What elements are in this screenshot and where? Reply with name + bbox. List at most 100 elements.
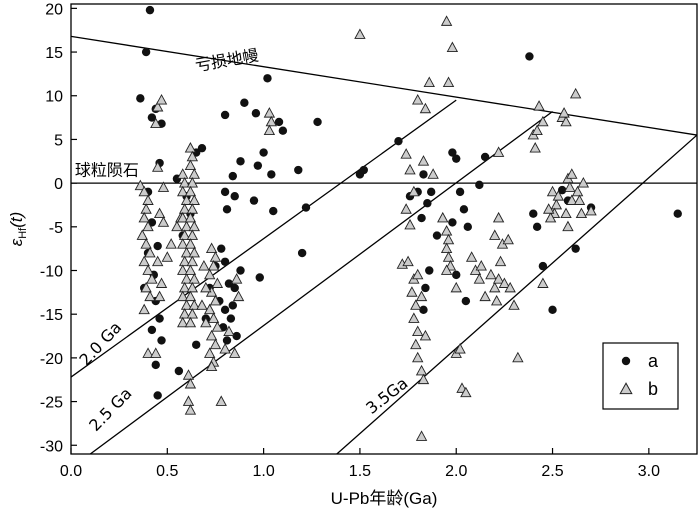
- series-a-point: [475, 180, 484, 190]
- series-b-point: [577, 176, 590, 188]
- series-b-point: [402, 255, 414, 267]
- series-b-point: [184, 211, 197, 223]
- series-a-point: [423, 199, 432, 208]
- series-b-point: [232, 290, 245, 302]
- series-a-point: [548, 305, 557, 315]
- series-b-point: [140, 281, 152, 293]
- series-b-point: [178, 255, 191, 267]
- series-b-point: [512, 351, 524, 363]
- series-a-point: [571, 244, 580, 253]
- series-b-point: [544, 211, 557, 223]
- series-b-point: [446, 41, 459, 53]
- series-a-point: [151, 360, 160, 370]
- y-axis-title: εHf(t): [7, 212, 29, 247]
- annotation-label: 2.5 Ga: [85, 384, 135, 435]
- series-b-point: [150, 347, 162, 358]
- series-b-point: [473, 273, 486, 284]
- series-a-point: [557, 185, 567, 195]
- series-b-point: [188, 220, 200, 232]
- series-b-point: [180, 299, 193, 310]
- series-b-point: [529, 142, 541, 153]
- legend-label-b: b: [648, 379, 658, 399]
- series-b-point: [412, 93, 424, 105]
- series-b-point: [138, 303, 150, 315]
- series-b-point: [410, 338, 422, 350]
- series-b-point: [489, 229, 501, 240]
- series-a-point: [421, 283, 430, 293]
- reference-line-0: [71, 35, 697, 136]
- series-b-point: [178, 308, 191, 319]
- series-a-point: [232, 331, 241, 341]
- axes: 0.0 0.5 1.0 1.5 2.0 2.5 3.0 20 15 10 5 0 -5 -10 -15 -20…: [7, 1, 698, 508]
- series-b-point: [404, 218, 416, 230]
- series-a-point: [461, 296, 471, 306]
- series-a-point: [269, 206, 278, 216]
- series-a-point: [220, 257, 230, 266]
- series-b-point: [186, 281, 199, 293]
- series-b-point: [492, 211, 505, 223]
- series-b-point: [184, 264, 197, 275]
- series-b-point: [140, 203, 152, 214]
- series-a-point: [480, 152, 490, 162]
- series-b-point: [531, 124, 543, 136]
- reference-line-2: [71, 99, 457, 378]
- series-b-point: [184, 404, 197, 415]
- series-b-point: [184, 159, 197, 171]
- series-b-point: [184, 316, 197, 328]
- series-b-point: [153, 290, 166, 302]
- series-b-point: [442, 76, 455, 87]
- series-b-point: [442, 251, 455, 262]
- series-a-point: [417, 213, 426, 223]
- series-b-point: [560, 207, 572, 219]
- series-b-point: [410, 299, 422, 310]
- series-b-point: [229, 347, 241, 358]
- series-b-point: [562, 220, 574, 232]
- series-b-point: [537, 115, 549, 127]
- series-b-point: [492, 146, 505, 157]
- series-a-point: [301, 203, 311, 212]
- series-a-point: [425, 266, 434, 275]
- series-b-point: [415, 364, 428, 376]
- series-a-point: [157, 336, 166, 345]
- series-a-point: [274, 117, 284, 127]
- series-a-point: [197, 143, 207, 153]
- series-a-point: [294, 165, 303, 175]
- series-a-point: [240, 98, 249, 107]
- series-a-point: [538, 261, 548, 271]
- series-b-point: [573, 194, 586, 205]
- series-b-point: [209, 294, 222, 306]
- series-b-point: [404, 163, 416, 175]
- series-a-point: [452, 270, 461, 280]
- series-b-point: [155, 93, 168, 105]
- series-b-point: [417, 373, 430, 385]
- series-a-point: [394, 136, 403, 146]
- series-a-point: [222, 205, 232, 214]
- series-a-point: [455, 187, 465, 197]
- series-a-point: [529, 209, 538, 218]
- series-b-point: [186, 308, 199, 319]
- series-b-point: [442, 233, 455, 245]
- series-a-point: [532, 222, 542, 232]
- series-a-point: [220, 305, 230, 315]
- series-b-point: [575, 207, 588, 219]
- series-b-point: [142, 347, 154, 358]
- series-b-point: [419, 102, 432, 114]
- series-a-point: [226, 314, 236, 323]
- series-b-point: [494, 255, 507, 267]
- series-b-point: [537, 277, 549, 288]
- series-b-point: [415, 290, 428, 302]
- series-b-point: [150, 117, 162, 129]
- series-a-point: [448, 148, 457, 157]
- series-b-point: [542, 203, 555, 214]
- series-b-point: [415, 430, 428, 441]
- series-b-point: [182, 395, 195, 406]
- y-tick-label: -30: [40, 438, 63, 455]
- series-b-point: [566, 194, 578, 205]
- series-b-point: [184, 290, 197, 302]
- series-b-point: [188, 299, 200, 310]
- series-b-point: [412, 268, 424, 280]
- series-a-point: [259, 148, 268, 157]
- series-b-point: [157, 216, 170, 227]
- series-a-point: [228, 171, 237, 181]
- series-b-point: [188, 246, 200, 258]
